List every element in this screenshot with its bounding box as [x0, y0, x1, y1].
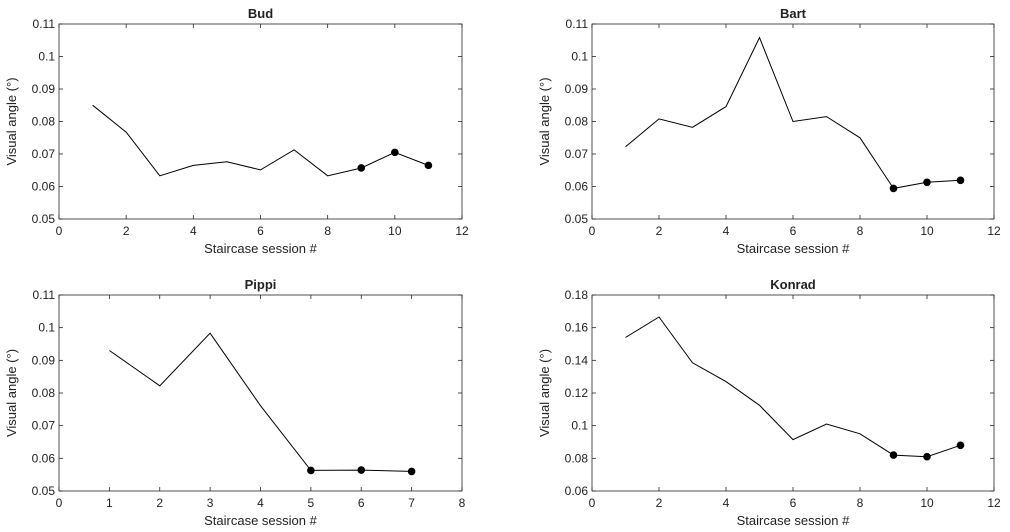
x-tick-label: 1 [106, 496, 113, 510]
data-point-marker [956, 176, 965, 185]
x-tick-label: 0 [589, 224, 596, 238]
x-tick-label: 6 [790, 224, 797, 238]
y-tick-label: 0.06 [32, 451, 56, 465]
panel-title: Konrad [770, 277, 816, 292]
y-tick-label: 0.07 [565, 147, 589, 161]
x-tick-label: 10 [920, 496, 934, 510]
x-tick-label: 4 [723, 496, 730, 510]
y-tick-label: 0.07 [32, 419, 56, 433]
data-point-marker [424, 161, 433, 170]
y-tick-label: 0.11 [566, 17, 589, 31]
panel-title: Pippi [245, 277, 277, 292]
x-tick-label: 2 [656, 224, 663, 238]
y-tick-label: 0.06 [565, 180, 589, 194]
plot-area-frame [591, 294, 995, 492]
y-tick-label: 0.11 [33, 288, 56, 302]
y-tick-label: 0.06 [32, 180, 56, 194]
chart-panel-1: 0 2 4 6 8 10 12 0.05 0.06 0.07 0.08 0.09 0.1 0.11 Bud S… [4, 6, 469, 256]
y-tick-label: 0.16 [565, 321, 589, 335]
panel-title: Bart [780, 6, 807, 21]
y-tick-label: 0.1 [571, 419, 588, 433]
x-tick-label: 10 [920, 224, 934, 238]
y-axis-label: Visual angle (°) [537, 77, 552, 165]
data-point-marker [889, 451, 898, 459]
y-tick-label: 0.12 [565, 386, 589, 400]
x-tick-label: 6 [358, 496, 365, 510]
x-tick-label: 7 [408, 496, 415, 510]
y-tick-label: 0.18 [565, 288, 589, 302]
data-point-marker [391, 148, 399, 157]
x-tick-label: 10 [388, 224, 402, 238]
x-tick-label: 0 [56, 496, 63, 510]
y-tick-label: 0.09 [32, 353, 56, 367]
series-line [625, 36, 961, 189]
y-tick-label: 0.05 [565, 212, 589, 226]
x-tick-label: 4 [723, 224, 730, 238]
y-tick-label: 0.08 [32, 386, 56, 400]
data-point-marker [357, 466, 366, 474]
x-tick-label: 0 [589, 496, 596, 510]
y-tick-label: 0.08 [32, 115, 56, 129]
y-tick-label: 0.05 [32, 212, 56, 226]
chart-panel-3: 0 1 2 3 4 5 6 7 8 0.05 0.06 0.07 0.08 0.09 0.1 0.11 Pipp… [4, 277, 466, 528]
y-tick-label: 0.1 [38, 321, 55, 335]
data-point-marker [923, 452, 931, 461]
x-axis-label: Staircase session # [737, 241, 850, 256]
data-point-marker [923, 178, 931, 187]
x-tick-label: 8 [857, 496, 864, 510]
y-tick-label: 0.1 [38, 50, 55, 64]
y-tick-label: 0.08 [565, 115, 589, 129]
data-point-marker [956, 441, 965, 450]
data-point-marker [889, 184, 898, 193]
chart-panel-4: 0 2 4 6 8 10 12 0.06 0.08 0.1 0.12 0.14 0.16 0.18 Konr… [537, 277, 1001, 528]
x-tick-label: 2 [156, 496, 163, 510]
y-tick-label: 0.14 [565, 353, 589, 367]
series-line [625, 316, 961, 458]
x-tick-label: 3 [207, 496, 214, 510]
x-tick-label: 6 [790, 496, 797, 510]
x-tick-label: 8 [857, 224, 864, 238]
x-tick-label: 8 [324, 224, 331, 238]
y-tick-label: 0.05 [32, 484, 56, 498]
y-axis-label: Visual angle (°) [4, 77, 19, 165]
chart-panel-2: 0 2 4 6 8 10 12 0.05 0.06 0.07 0.08 0.09 0.1 0.11 Bart… [537, 6, 1001, 256]
series-line [109, 332, 412, 472]
x-tick-label: 4 [190, 224, 197, 238]
data-point-marker [357, 164, 366, 172]
y-tick-label: 0.1 [571, 50, 588, 64]
x-axis-label: Staircase session # [737, 513, 850, 528]
x-axis-label: Staircase session # [204, 513, 317, 528]
x-tick-label: 8 [459, 496, 466, 510]
x-tick-label: 0 [56, 224, 63, 238]
y-tick-label: 0.09 [565, 82, 589, 96]
x-tick-label: 2 [123, 224, 130, 238]
panel-title: Bud [248, 6, 273, 21]
x-tick-label: 12 [987, 224, 1001, 238]
data-point-marker [407, 467, 416, 476]
x-axis-label: Staircase session # [204, 241, 317, 256]
plot-area-frame [58, 294, 463, 492]
y-tick-label: 0.08 [565, 451, 589, 465]
x-tick-label: 2 [656, 496, 663, 510]
y-axis-label: Visual angle (°) [4, 349, 19, 437]
series-line [92, 104, 429, 177]
y-axis-label: Visual angle (°) [537, 349, 552, 437]
y-tick-label: 0.07 [32, 147, 56, 161]
y-tick-label: 0.11 [33, 17, 56, 31]
x-tick-label: 12 [455, 224, 469, 238]
data-point-marker [307, 466, 315, 475]
x-tick-label: 6 [257, 224, 264, 238]
y-tick-label: 0.09 [32, 82, 56, 96]
y-tick-label: 0.06 [565, 484, 589, 498]
x-tick-label: 12 [987, 496, 1001, 510]
plot-area-frame [58, 23, 463, 220]
x-tick-label: 4 [257, 496, 264, 510]
x-tick-label: 5 [308, 496, 315, 510]
